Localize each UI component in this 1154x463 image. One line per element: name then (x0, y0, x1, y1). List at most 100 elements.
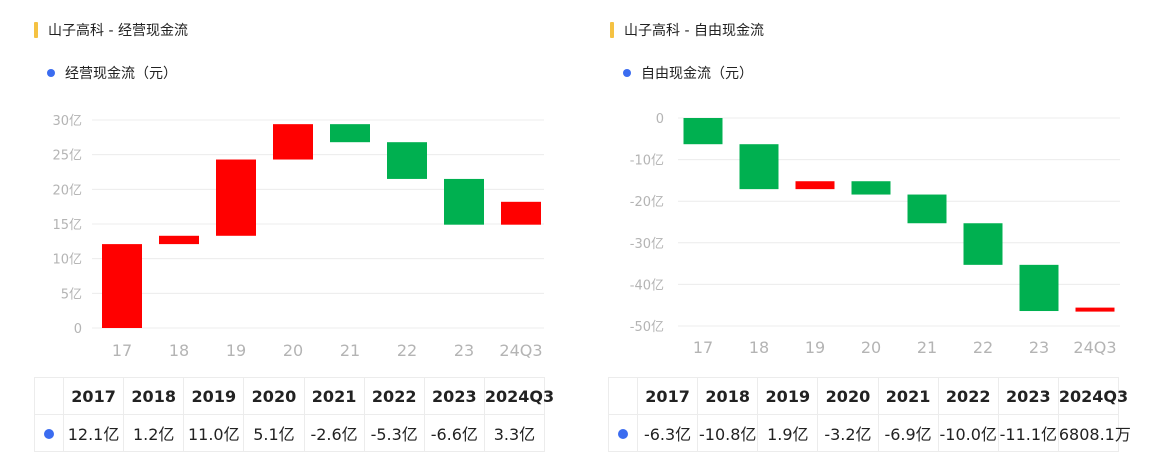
chart-title: 山子高科 - 经营现金流 (48, 23, 188, 39)
waterfall-bar[interactable] (907, 194, 947, 224)
title-accent-bar (34, 22, 38, 38)
y-tick-label: 15亿 (52, 218, 82, 233)
waterfall-bar[interactable] (501, 201, 541, 225)
legend-dot-icon (47, 69, 55, 77)
waterfall-bar[interactable] (387, 142, 427, 179)
y-tick-label: -10亿 (630, 154, 664, 169)
y-tick-label: -20亿 (630, 195, 664, 210)
table-value-cell: -2.6亿 (303, 414, 365, 452)
y-tick-label: -30亿 (630, 237, 664, 252)
waterfall-bar[interactable] (795, 181, 835, 190)
waterfall-bar[interactable] (273, 124, 313, 160)
x-tick-label: 24Q3 (1073, 338, 1116, 357)
chart-title-row: 山子高科 - 经营现金流 (34, 20, 188, 40)
chart-legend[interactable]: 经营现金流（元） (47, 63, 177, 83)
table-header-cell: 2017 (636, 377, 699, 415)
x-tick-label: 19 (226, 341, 246, 360)
x-tick-label: 22 (973, 338, 993, 357)
y-tick-label: -40亿 (630, 278, 664, 293)
table-value-cell: -6.3亿 (636, 414, 699, 452)
chart-title-row: 山子高科 - 自由现金流 (610, 20, 764, 40)
waterfall-bar[interactable] (739, 144, 779, 190)
table-value-cell: -11.1亿 (997, 414, 1059, 452)
x-tick-label: 21 (917, 338, 937, 357)
table-header-cell: 2018 (123, 377, 185, 415)
table-row: 12.1亿 1.2亿 11.0亿 5.1亿 -2.6亿 -5.3亿 -6.6亿 … (34, 414, 546, 452)
y-tick-label: 5亿 (61, 287, 82, 302)
y-tick-label: 0 (74, 322, 82, 337)
operating-cashflow-panel: 山子高科 - 经营现金流 经营现金流（元） 0 5亿 10亿 15亿 20亿 25亿 30亿… (0, 0, 560, 463)
table-header-cell: 2024Q3 (483, 377, 554, 415)
table-value-cell: -10.0亿 (937, 414, 999, 452)
chart-title: 山子高科 - 自由现金流 (624, 23, 764, 39)
table-header-cell: 2023 (997, 377, 1059, 415)
waterfall-bar[interactable] (159, 235, 199, 245)
table-header-cell: 2021 (877, 377, 939, 415)
x-tick-label: 22 (397, 341, 417, 360)
series-dot-icon (618, 428, 628, 439)
y-tick-label: 30亿 (52, 114, 82, 129)
table-header-cell: 2024Q3 (1057, 377, 1128, 415)
title-accent-bar (610, 22, 614, 38)
waterfall-bar[interactable] (444, 178, 484, 225)
table-header-cell: 2020 (817, 377, 879, 415)
table-header-cell: 2022 (363, 377, 425, 415)
table-corner-cell (608, 377, 638, 415)
operating-cashflow-chart: 0 5亿 10亿 15亿 20亿 25亿 30亿 17 18 19 20 21 22 23 24Q3 (52, 114, 544, 360)
x-tick-label: 17 (112, 341, 132, 360)
table-value-cell: 1.2亿 (123, 414, 185, 452)
x-tick-label: 23 (1029, 338, 1049, 357)
y-tick-label: 20亿 (52, 183, 82, 198)
table-value-cell: -6.6亿 (423, 414, 485, 452)
table-value-cell: 11.0亿 (183, 414, 245, 452)
waterfall-bar[interactable] (1019, 264, 1059, 312)
waterfall-bar[interactable] (216, 159, 256, 236)
table-row: -6.3亿 -10.8亿 1.9亿 -3.2亿 -6.9亿 -10.0亿 -11… (608, 414, 1131, 452)
table-header-cell: 2017 (62, 377, 125, 415)
y-tick-label: 0 (656, 112, 664, 127)
y-tick-label: 25亿 (52, 149, 82, 164)
free-cashflow-panel: 山子高科 - 自由现金流 自由现金流（元） 0 -10亿 -20亿 -30亿 -40亿 -… (598, 0, 1154, 463)
table-value-cell: -6.9亿 (877, 414, 939, 452)
legend-label: 经营现金流（元） (65, 66, 177, 82)
table-header-cell: 2023 (423, 377, 485, 415)
table-value-cell: 12.1亿 (62, 414, 125, 452)
operating-cashflow-table: 2017 2018 2019 2020 2021 2022 2023 2024Q… (34, 377, 554, 452)
x-tick-label: 18 (169, 341, 189, 360)
table-header-cell: 2022 (937, 377, 999, 415)
x-tick-label: 20 (283, 341, 303, 360)
table-header-cell: 2019 (183, 377, 245, 415)
waterfall-bar[interactable] (102, 244, 142, 328)
y-tick-label: 10亿 (52, 253, 82, 268)
table-header-cell: 2019 (757, 377, 819, 415)
table-value-cell: -3.2亿 (817, 414, 879, 452)
waterfall-bar[interactable] (963, 223, 1003, 265)
series-dot-cell (608, 414, 638, 452)
table-value-cell: 1.9亿 (757, 414, 819, 452)
x-tick-label: 19 (805, 338, 825, 357)
x-tick-label: 21 (340, 341, 360, 360)
x-tick-label: 17 (693, 338, 713, 357)
waterfall-bar[interactable] (683, 118, 723, 145)
y-tick-label: -50亿 (630, 320, 664, 335)
x-tick-label: 20 (861, 338, 881, 357)
x-tick-label: 18 (749, 338, 769, 357)
table-header-cell: 2021 (303, 377, 365, 415)
table-header-row: 2017 2018 2019 2020 2021 2022 2023 2024Q… (608, 377, 1128, 415)
table-value-cell: -5.3亿 (363, 414, 425, 452)
free-cashflow-chart: 0 -10亿 -20亿 -30亿 -40亿 -50亿 17 18 19 20 21 22 23 24Q3 (630, 112, 1120, 357)
x-tick-label: 24Q3 (499, 341, 542, 360)
table-value-cell: 6808.1万 (1057, 414, 1131, 452)
chart-legend[interactable]: 自由现金流（元） (623, 63, 753, 83)
table-corner-cell (34, 377, 64, 415)
table-header-cell: 2020 (243, 377, 305, 415)
table-value-cell: 5.1亿 (243, 414, 305, 452)
waterfall-bar[interactable] (851, 181, 891, 195)
legend-label: 自由现金流（元） (641, 66, 753, 82)
waterfall-bar[interactable] (330, 124, 370, 143)
waterfall-bar[interactable] (1075, 307, 1115, 312)
free-cashflow-table: 2017 2018 2019 2020 2021 2022 2023 2024Q… (608, 377, 1131, 452)
legend-dot-icon (623, 69, 631, 77)
table-value-cell: 3.3亿 (483, 414, 546, 452)
table-header-row: 2017 2018 2019 2020 2021 2022 2023 2024Q… (34, 377, 554, 415)
